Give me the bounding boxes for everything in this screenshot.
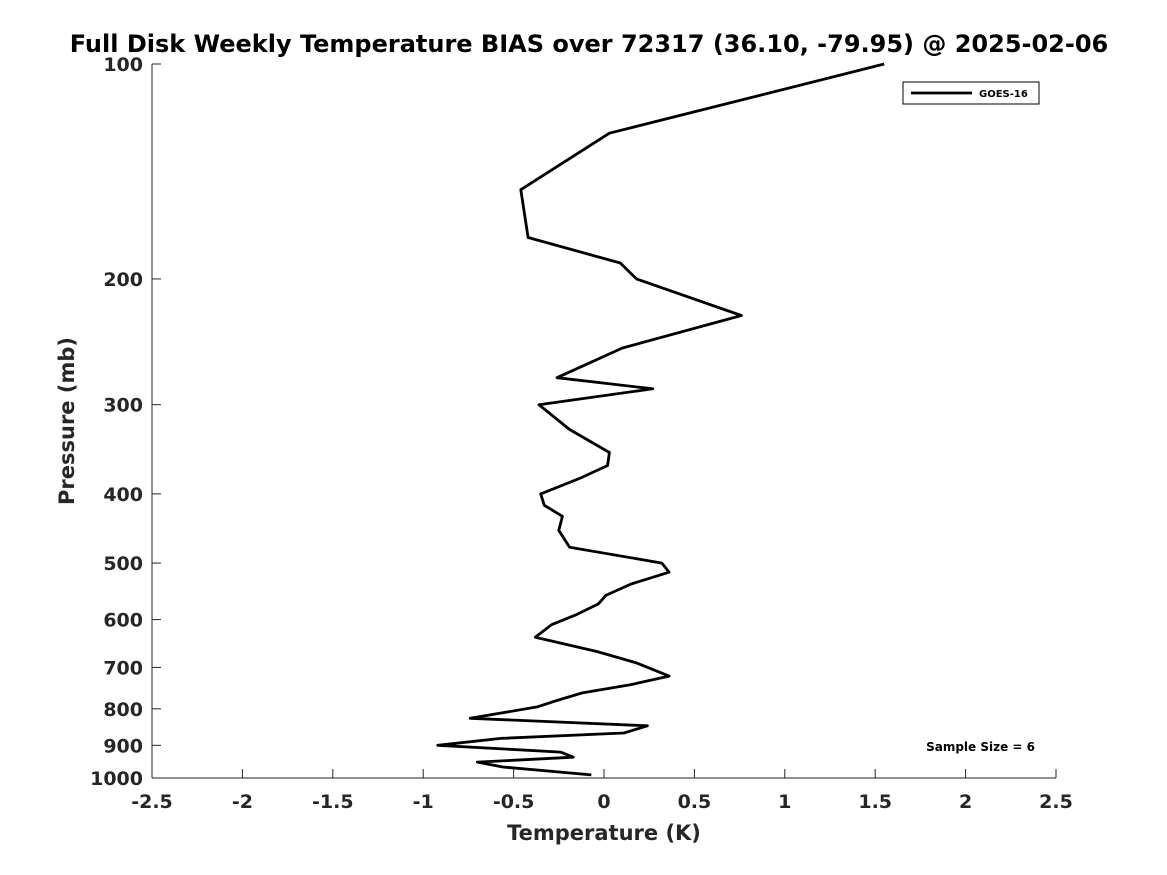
- legend-label-goes-16: GOES-16: [979, 89, 1028, 100]
- sample-size-annotation: Sample Size = 6: [926, 740, 1035, 754]
- y-tick-label: 100: [103, 54, 143, 76]
- y-tick-label: 600: [103, 610, 143, 632]
- x-tick-label: -2.5: [131, 791, 173, 813]
- x-tick-label: 2: [959, 791, 972, 813]
- y-tick-label: 700: [103, 657, 143, 679]
- x-tick-label: -0.5: [493, 791, 535, 813]
- y-tick-label: 800: [103, 699, 143, 721]
- series-line-goes-16: [436, 62, 885, 777]
- y-tick-label: 400: [103, 484, 143, 506]
- x-tick-label: 0.5: [678, 791, 712, 813]
- y-tick-label: 900: [103, 735, 143, 757]
- x-tick-label: -1.5: [312, 791, 354, 813]
- x-tick-label: -1: [413, 791, 434, 813]
- x-tick-label: 0: [597, 791, 610, 813]
- y-tick-label: 300: [103, 395, 143, 417]
- y-tick-label: 200: [103, 269, 143, 291]
- x-tick-label: 1: [778, 791, 791, 813]
- x-tick-label: -2: [232, 791, 253, 813]
- chart-title: Full Disk Weekly Temperature BIAS over 7…: [70, 30, 1109, 58]
- x-tick-label: 2.5: [1039, 791, 1073, 813]
- legend: GOES-16: [902, 81, 1040, 105]
- y-axis-label: Pressure (mb): [55, 337, 79, 505]
- y-tick-label: 500: [103, 553, 143, 575]
- series-layer: [436, 62, 885, 777]
- y-tick-label: 1000: [90, 768, 143, 790]
- plot-area: [151, 64, 1056, 779]
- x-axis-label: Temperature (K): [507, 821, 701, 845]
- x-axis-ticks: -2.5 -2 -1.5 -1 -0.5 0 0.5 1 1.5 2 2.5: [131, 769, 1073, 813]
- y-axis-ticks: 100 200 300 400 500 600 700 800 900 1000: [90, 54, 161, 790]
- x-tick-label: 1.5: [858, 791, 892, 813]
